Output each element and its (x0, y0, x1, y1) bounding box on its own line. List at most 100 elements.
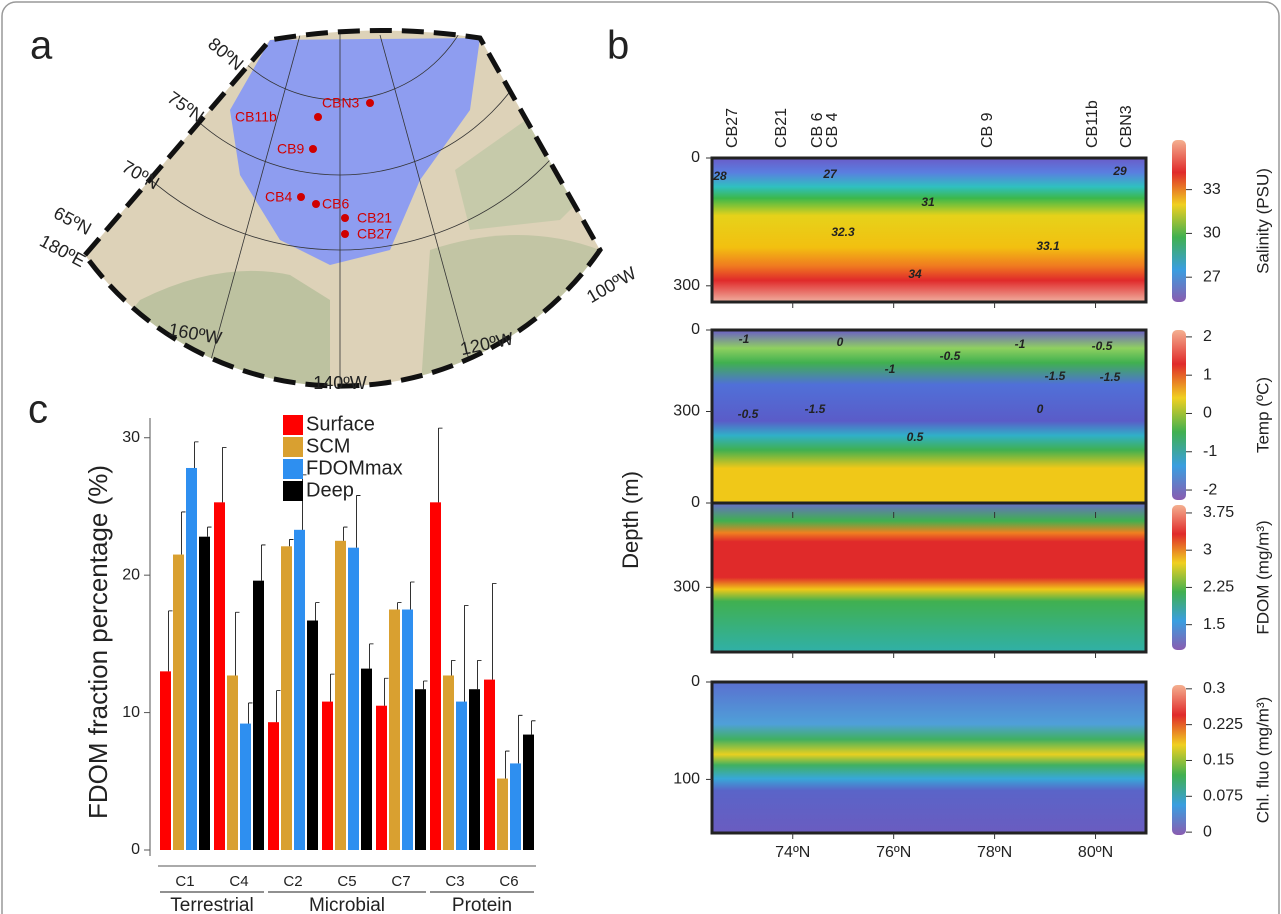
colorbar-tick-label: 0 (1203, 823, 1212, 840)
colorbar-label: FDOM (mg/m³) (1253, 520, 1272, 634)
y-tick-label: 100 (673, 771, 700, 788)
colorbar-tick-label: 2 (1203, 328, 1212, 345)
contour-label: -1.5 (1100, 370, 1121, 384)
group-label: Protein (452, 895, 512, 914)
station-label: CB21 (357, 210, 392, 226)
colorbar-tick-label: 0.225 (1203, 716, 1243, 733)
contour-label: -1.5 (1045, 369, 1066, 383)
contour-label: 34 (908, 267, 922, 281)
x-tick-label: 80ºN (1078, 844, 1113, 861)
bar (294, 530, 305, 850)
error-bar (208, 527, 212, 537)
bar (469, 689, 480, 850)
station-dot (309, 145, 317, 153)
latitude-label: 180ºE (36, 231, 88, 271)
error-bar (236, 612, 240, 675)
bar (361, 669, 372, 850)
colorbar-tick-label: 27 (1203, 268, 1221, 285)
contour-label: -0.5 (738, 407, 759, 421)
bar (307, 621, 318, 850)
colorbar-tick-label: 0 (1203, 405, 1212, 422)
error-bar (370, 644, 374, 669)
error-bar (344, 527, 348, 541)
group-label: Microbial (309, 895, 385, 914)
bar (214, 502, 225, 850)
contour-label: 27 (822, 167, 838, 181)
bar (160, 671, 171, 850)
fdom-section (712, 503, 1146, 652)
legend-label: FDOMmax (306, 457, 403, 479)
contour-label: 33.1 (1036, 239, 1060, 253)
temperature-section (712, 330, 1146, 512)
latitude-label: 65ºN (50, 203, 94, 239)
x-tick-label: C5 (337, 873, 356, 890)
station-label: CB11b (235, 109, 277, 125)
bar (389, 610, 400, 850)
bar (523, 735, 534, 850)
contour-label: -1 (1015, 337, 1026, 351)
colorbar (1172, 330, 1186, 500)
error-bar (532, 721, 536, 735)
error-bar (290, 539, 294, 546)
station-label: CB 4 (824, 112, 841, 148)
error-bar (331, 674, 335, 701)
station-label: CB9 (277, 141, 304, 157)
colorbar-label: Temp (ºC) (1253, 377, 1272, 453)
x-tick-label: C6 (499, 873, 518, 890)
y-tick-label: 300 (673, 277, 700, 294)
error-bar (398, 603, 402, 610)
error-bar (182, 512, 186, 555)
colorbar-tick-label: 1.5 (1203, 616, 1225, 633)
latitude-label: 80ºN (204, 34, 247, 75)
error-bar (357, 495, 361, 547)
salinity-section (712, 158, 1146, 302)
x-tick-label: 78ºN (977, 844, 1012, 861)
error-bar (195, 442, 199, 468)
error-bar (223, 447, 227, 502)
y-axis-title: FDOM fraction percentage (%) (83, 465, 113, 819)
y-tick-label: 0 (691, 321, 700, 338)
station-label: CB11b (1084, 100, 1101, 148)
error-bar (424, 681, 428, 689)
contour-label: -0.5 (1092, 339, 1113, 353)
x-tick-label: C2 (283, 873, 302, 890)
station-dot (297, 193, 305, 201)
colorbar-tick-label: -2 (1203, 481, 1217, 498)
panel-label: a (30, 24, 53, 68)
legend-swatch (283, 437, 303, 457)
group-label: Terrestrial (170, 895, 253, 914)
colorbar-label: Salinity (PSU) (1253, 168, 1272, 274)
y-tick-label: 0 (691, 494, 700, 511)
contour-label: -1 (739, 332, 750, 346)
error-bar (465, 605, 469, 701)
bar (268, 722, 279, 850)
station-label: CB4 (265, 189, 292, 205)
station-label: CB27 (724, 108, 741, 148)
contour-label: 28 (712, 169, 727, 183)
legend-label: Surface (306, 413, 375, 435)
bar (415, 689, 426, 850)
bar (430, 502, 441, 850)
legend-label: SCM (306, 435, 350, 457)
contour-label: 31 (921, 195, 935, 209)
bar (186, 468, 197, 850)
contour-label: -1 (885, 362, 896, 376)
contour-label: 0.5 (907, 430, 924, 444)
longitude-label: 140ºW (313, 373, 367, 393)
bar (227, 675, 238, 850)
contour-label: 32.3 (831, 225, 855, 239)
bar (376, 706, 387, 850)
bar (510, 763, 521, 850)
station-dot (341, 230, 349, 238)
station-label: CBN3 (322, 95, 360, 111)
bar (322, 702, 333, 850)
x-tick-label: 76ºN (876, 844, 911, 861)
y-axis-title: Depth (m) (618, 471, 643, 569)
panel-label: b (607, 24, 629, 68)
station-dot (341, 214, 349, 222)
x-tick-label: 74ºN (775, 844, 810, 861)
colorbar (1172, 505, 1186, 650)
error-bar (385, 678, 389, 705)
error-bar (478, 660, 482, 689)
x-tick-label: C3 (445, 873, 464, 890)
